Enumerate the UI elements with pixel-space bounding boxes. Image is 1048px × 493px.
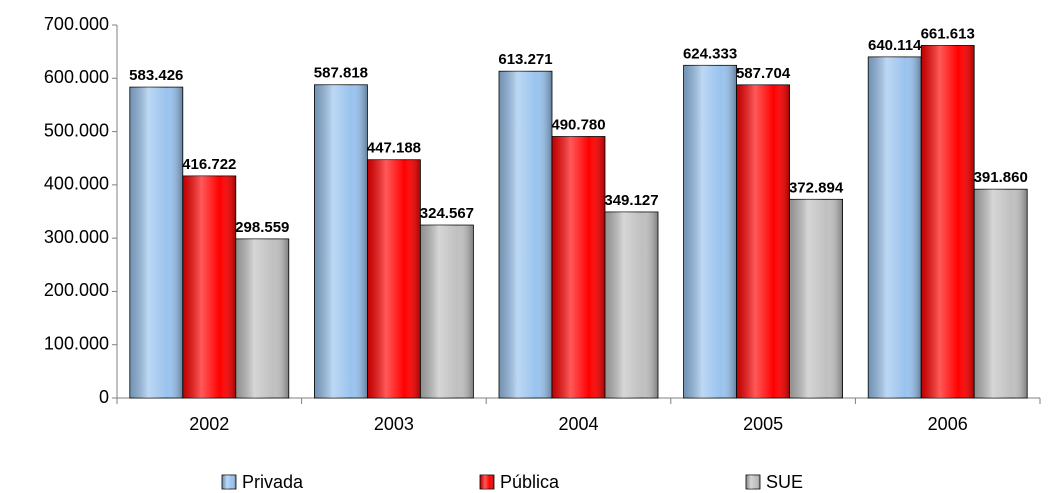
legend-swatch-shade xyxy=(480,475,494,489)
value-label: 416.722 xyxy=(182,156,236,173)
legend-swatch-shade xyxy=(222,475,236,489)
y-tick-label: 200.000 xyxy=(44,280,109,300)
y-tick-label: 600.000 xyxy=(44,67,109,87)
x-tick-label: 2003 xyxy=(374,414,414,434)
bar xyxy=(129,86,184,399)
bar xyxy=(736,84,790,399)
x-tick-label: 2004 xyxy=(558,414,598,434)
bar xyxy=(973,188,1028,399)
value-label: 587.704 xyxy=(736,65,791,82)
x-tick-label: 2005 xyxy=(743,414,783,434)
x-tick-label: 2006 xyxy=(928,414,968,434)
value-label: 583.426 xyxy=(129,67,183,84)
legend-label: Pública xyxy=(500,472,560,492)
legend-swatch-shade xyxy=(746,475,760,489)
value-label: 372.894 xyxy=(789,179,844,196)
value-label: 447.188 xyxy=(367,140,421,157)
y-tick-label: 400.000 xyxy=(44,174,109,194)
y-tick-label: 0 xyxy=(99,387,109,407)
bar xyxy=(789,198,843,399)
value-label: 640.114 xyxy=(868,37,922,54)
bar xyxy=(313,84,368,399)
bar xyxy=(551,136,606,399)
bar xyxy=(498,70,553,399)
value-label: 298.559 xyxy=(235,219,289,236)
bar xyxy=(683,64,737,399)
bar xyxy=(235,238,290,399)
x-tick-label: 2002 xyxy=(189,414,229,434)
value-label: 624.333 xyxy=(683,45,737,62)
bar xyxy=(419,224,474,399)
y-tick-label: 300.000 xyxy=(44,227,109,247)
value-label: 661.613 xyxy=(921,25,975,42)
bar xyxy=(867,56,922,399)
bar xyxy=(182,175,237,399)
legend-label: Privada xyxy=(242,472,304,492)
value-label: 391.860 xyxy=(974,169,1028,186)
bar xyxy=(604,211,659,399)
value-label: 613.271 xyxy=(498,51,552,68)
value-label: 324.567 xyxy=(420,205,474,222)
bar xyxy=(366,159,421,399)
y-tick-label: 500.000 xyxy=(44,120,109,140)
value-label: 587.818 xyxy=(314,65,368,82)
value-label: 349.127 xyxy=(604,192,658,209)
value-label: 490.780 xyxy=(551,116,605,133)
legend-label: SUE xyxy=(766,472,803,492)
y-tick-label: 700.000 xyxy=(44,14,109,34)
bar xyxy=(920,45,975,399)
y-tick-label: 100.000 xyxy=(44,333,109,353)
